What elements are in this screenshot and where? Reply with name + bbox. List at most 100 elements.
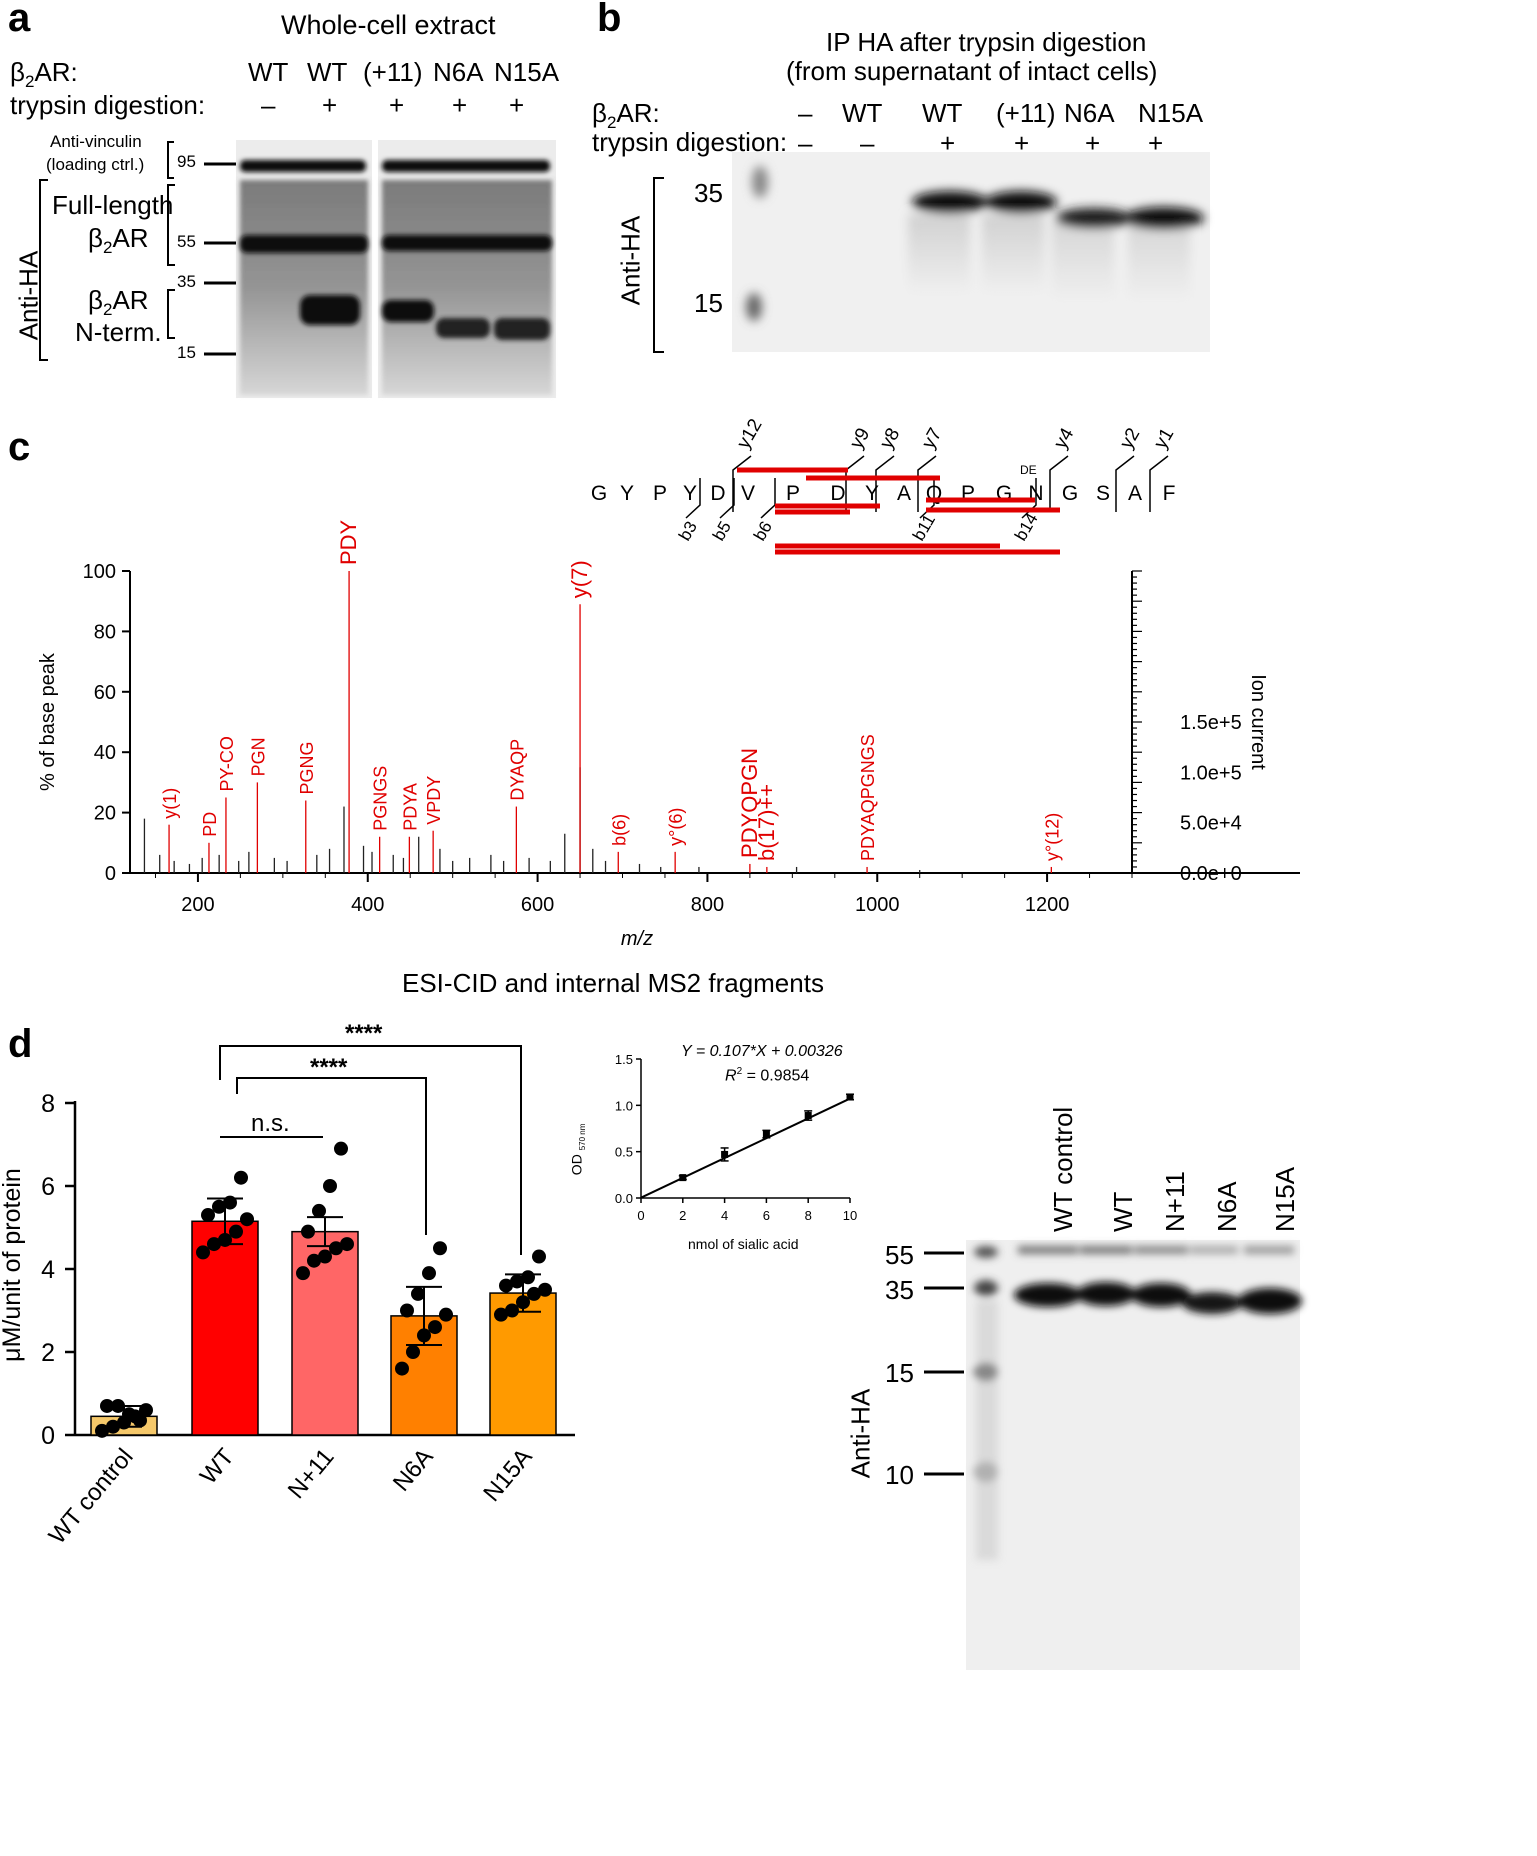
panel-a-lane-label: (+11): [363, 57, 423, 87]
sig-ns: n.s.: [251, 1110, 290, 1137]
panel-d-blot: [966, 1240, 1302, 1670]
panel-a-trypsin-sign: +: [452, 90, 468, 120]
inset-data-point: [804, 1112, 812, 1120]
data-point: [323, 1179, 337, 1193]
y-tick-label: 0: [105, 863, 116, 885]
x-tick-label: 1000: [855, 894, 900, 916]
y-ion-cleavage: [1115, 455, 1135, 512]
blot-d-lane-label: N+11: [1160, 1171, 1190, 1232]
panel-b-lane-label: –: [798, 98, 813, 128]
panel-b-lane-label: (+11): [996, 98, 1056, 128]
sequence-residue: V: [741, 482, 755, 505]
y-tick-label: 60: [94, 682, 116, 704]
panel-b-marker-35: 35: [694, 178, 723, 208]
standard-curve-chart: 0.0 0.5 1.0 1.5 0 2 4 6 8 10: [615, 1052, 857, 1223]
panel-b-trypsin-sign: +: [940, 128, 956, 158]
panel-b-lane-label: N6A: [1064, 98, 1115, 128]
nterm-b2ar-label: β2AR: [88, 285, 149, 320]
data-point: [417, 1328, 431, 1343]
b-ion-cleavage: [1021, 478, 1037, 519]
category-label: WT: [195, 1443, 240, 1489]
data-point: [240, 1212, 254, 1227]
data-point: [229, 1224, 243, 1239]
peak-label: PGNGS: [371, 766, 391, 831]
panel-b-trypsin-sign: +: [1148, 128, 1164, 158]
data-point: [95, 1423, 109, 1438]
data-point: [301, 1224, 315, 1239]
panel-a-lane-label: WT: [248, 57, 289, 87]
data-point: [218, 1232, 232, 1247]
data-point: [411, 1286, 425, 1301]
b-ion-cleavage: [685, 478, 701, 519]
inset-y-tick-label: 1.0: [615, 1098, 633, 1113]
inset-data-point: [721, 1150, 729, 1158]
full-length-b2ar-label: β2AR: [88, 223, 149, 258]
sig-stars-2: ****: [310, 1054, 348, 1081]
b-ion-cleavage: [919, 478, 935, 519]
panel-d-letter: d: [8, 1022, 33, 1066]
blot-d-lane-label: N15A: [1270, 1166, 1300, 1232]
panel-a-lane-label: WT: [307, 57, 348, 87]
panel-b-trypsin-sign: –: [798, 128, 813, 158]
peak-label: b(6): [609, 814, 629, 846]
internal-fragment-bar: [775, 509, 850, 515]
fit-line: [640, 1097, 851, 1199]
panel-a-letter: a: [8, 0, 31, 40]
data-point: [223, 1195, 237, 1210]
panel-b-lane-label: N15A: [1138, 98, 1204, 128]
y2-tick-label: 5.0e+4: [1180, 813, 1242, 835]
panel-a-trypsin-sign: –: [261, 90, 276, 120]
internal-fragment-bar: [775, 549, 1060, 555]
x-tick-label: 200: [181, 894, 214, 916]
blot-d-marker-10: 10: [885, 1460, 914, 1490]
internal-fragment-bar: [775, 543, 1000, 549]
peak-label: VPDY: [424, 776, 444, 825]
data-point: [312, 1203, 326, 1218]
data-point: [234, 1170, 248, 1185]
y2-tick-label: 1.5e+5: [1180, 712, 1242, 734]
y-ion-cleavage: [732, 455, 752, 512]
data-point: [201, 1208, 215, 1223]
de-label: DE: [1020, 463, 1037, 477]
panel-a-blot: [236, 140, 556, 398]
panel-c-caption: ESI-CID and internal MS2 fragments: [402, 968, 824, 998]
inset-y-tick-label: 0.5: [615, 1145, 633, 1160]
y-ion-cleavage: [875, 455, 895, 512]
inset-x-tick-label: 8: [805, 1208, 812, 1223]
y2-axis-label: Ion current: [1247, 674, 1269, 770]
sequence-residue: D: [830, 482, 845, 505]
x-tick-label: 600: [521, 894, 554, 916]
sequence-residue: Y: [620, 482, 634, 505]
data-point: [433, 1241, 447, 1256]
panel-b-bracket: [653, 177, 664, 353]
sequence-residue: F: [1163, 482, 1176, 505]
category-label: WT control: [44, 1444, 139, 1550]
x-tick-label: 1200: [1025, 894, 1070, 916]
sequence-residue: D: [710, 482, 725, 505]
bar: [291, 1230, 359, 1436]
panel-c-letter: c: [8, 425, 31, 469]
data-point: [400, 1303, 414, 1318]
data-point: [133, 1413, 147, 1428]
blot-d-lane-label: WT: [1108, 1191, 1138, 1232]
data-point: [111, 1398, 125, 1413]
inset-x-tick-label: 0: [637, 1208, 644, 1223]
peak-label: PY-CO: [217, 736, 237, 791]
blot-d-marker-ticks: [924, 1251, 964, 1476]
data-point: [318, 1249, 332, 1264]
data-point: [395, 1361, 409, 1376]
panel-a-trypsin-sign: +: [389, 90, 405, 120]
sig-bracket-wt-n6a: [236, 1077, 427, 1235]
internal-fragment-bar: [926, 507, 1060, 513]
data-point: [527, 1286, 541, 1301]
category-label: N15A: [478, 1444, 537, 1507]
data-point: [422, 1266, 436, 1281]
inset-equation: Y = 0.107*X + 0.00326: [681, 1043, 843, 1060]
y-tick-label: 40: [94, 742, 116, 764]
sequence-residue: P: [653, 482, 667, 505]
inset-y-tick-label: 0.0: [615, 1191, 633, 1206]
data-point: [106, 1419, 120, 1434]
inset-x-tick-label: 2: [679, 1208, 686, 1223]
peak-label: y°(12): [1042, 813, 1062, 861]
